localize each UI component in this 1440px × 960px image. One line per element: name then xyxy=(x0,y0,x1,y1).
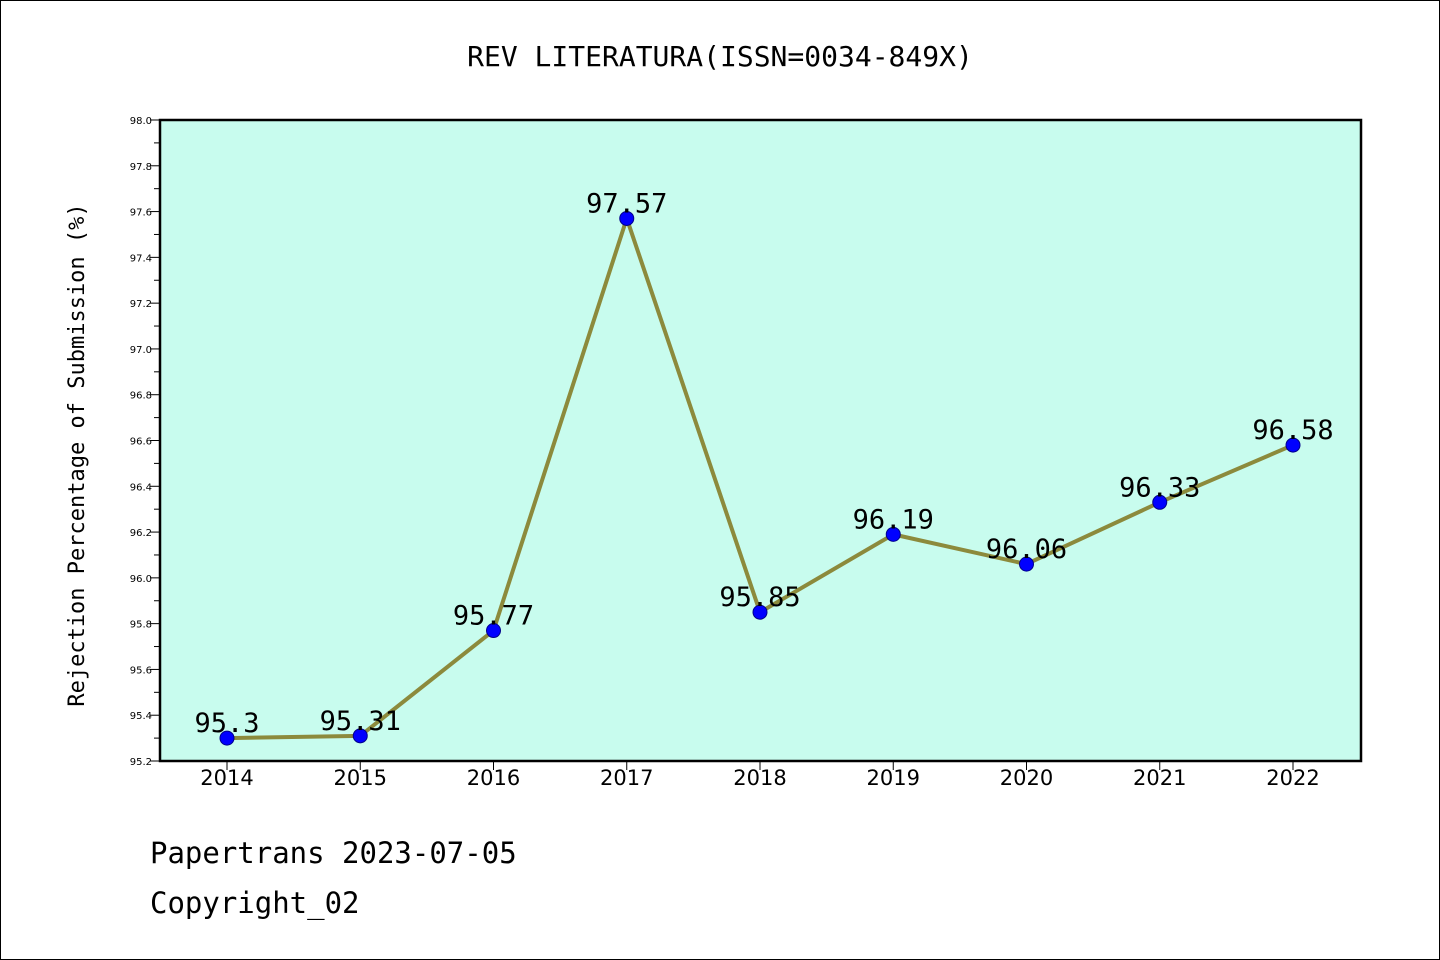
y-axis-label: Rejection Percentage of Submission (%) xyxy=(65,203,90,706)
data-point xyxy=(885,526,901,542)
x-tick-label: 2020 xyxy=(1000,766,1053,790)
x-tick-label: 2021 xyxy=(1133,766,1186,790)
y-tick-label: 95.6 xyxy=(130,665,152,676)
y-tick-label: 96.6 xyxy=(130,437,152,448)
x-tick-label: 2016 xyxy=(467,766,520,790)
data-label: 96.19 xyxy=(853,504,934,535)
y-tick-label: 95.4 xyxy=(130,711,152,722)
y-tick-label: 97.8 xyxy=(130,162,152,173)
data-label: 95.77 xyxy=(453,601,534,632)
x-axis-ticks: 2014 2015 2016 2017 2018 2019 2020 2021 2022 xyxy=(200,761,1320,790)
y-tick-label: 96.0 xyxy=(130,574,152,585)
footer-source-date: Papertrans 2023-07-05 xyxy=(150,836,517,870)
data-label: 95.31 xyxy=(320,706,401,737)
footer-copyright: Copyright_02 xyxy=(150,886,360,920)
y-tick-label: 95.2 xyxy=(130,757,152,768)
y-tick-label: 96.8 xyxy=(130,391,152,402)
data-label: 96.06 xyxy=(986,534,1067,565)
y-tick-label: 97.2 xyxy=(130,299,152,310)
x-tick-label: 2015 xyxy=(334,766,387,790)
data-label: 97.57 xyxy=(586,188,667,219)
chart-title: REV LITERATURA(ISSN=0034-849X) xyxy=(467,40,973,73)
data-label: 95.3 xyxy=(194,708,259,739)
data-point xyxy=(1019,556,1034,572)
y-tick-label: 97.4 xyxy=(130,253,152,264)
y-tick-label: 95.8 xyxy=(130,620,152,631)
data-point xyxy=(486,623,501,639)
data-label: 96.33 xyxy=(1119,472,1200,503)
data-series xyxy=(219,210,1301,746)
y-tick-label: 98.0 xyxy=(130,116,152,127)
data-point xyxy=(219,730,235,746)
y-tick-label: 96.4 xyxy=(130,482,152,493)
data-point xyxy=(1152,494,1168,510)
data-point xyxy=(352,728,368,744)
x-tick-label: 2018 xyxy=(733,766,786,790)
data-label: 96.58 xyxy=(1252,415,1333,446)
plot-area xyxy=(158,118,1363,763)
y-tick-label: 97.0 xyxy=(130,345,152,356)
data-point xyxy=(1285,437,1301,453)
x-tick-label: 2019 xyxy=(867,766,920,790)
data-labels: 95.3 95.31 95.77 97.57 95.85 96.19 96.06 96.33 9… xyxy=(194,188,1333,739)
data-point xyxy=(619,210,635,226)
y-tick-label: 96.2 xyxy=(130,528,152,539)
data-label: 95.85 xyxy=(719,582,800,613)
y-tick-label: 97.6 xyxy=(130,208,152,219)
y-axis-ticks: 95.2 95.4 95.6 95.8 96.0 96.2 96.4 96.6 96.8 97.0… xyxy=(130,116,160,768)
x-tick-label: 2022 xyxy=(1266,766,1319,790)
x-tick-label: 2017 xyxy=(600,766,653,790)
data-point xyxy=(752,604,768,620)
x-tick-label: 2014 xyxy=(200,766,253,790)
